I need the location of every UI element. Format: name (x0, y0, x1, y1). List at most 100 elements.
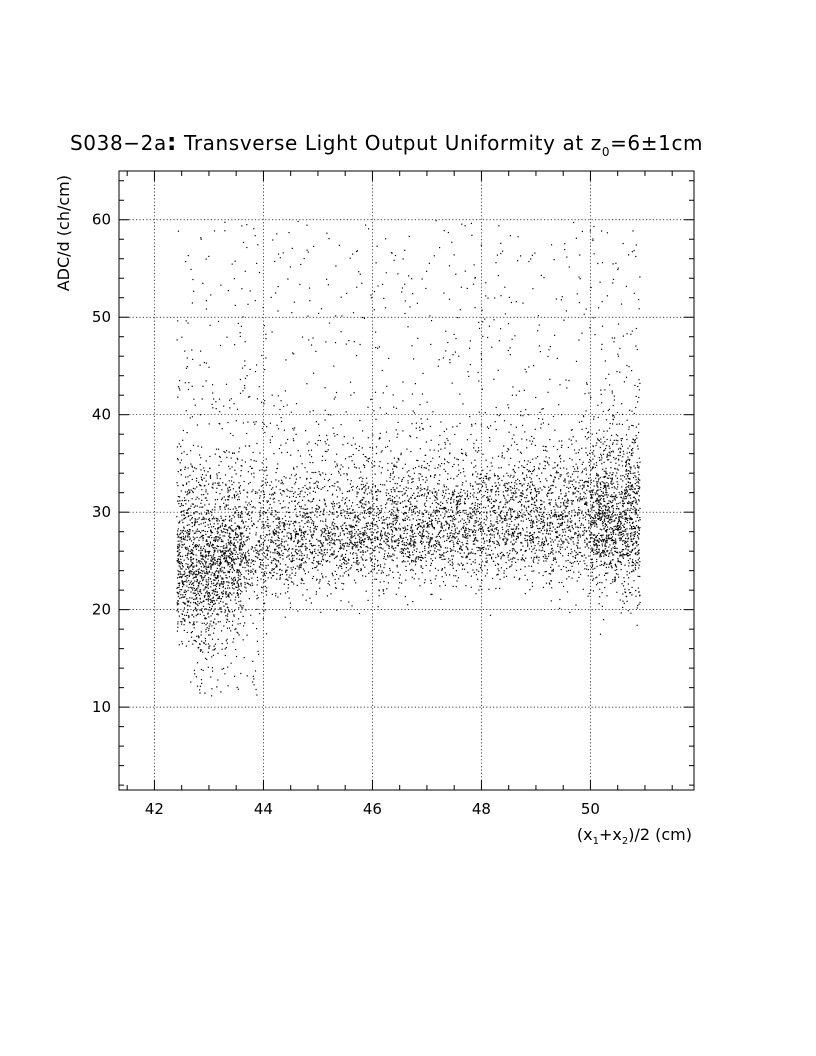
data-point (391, 529, 393, 532)
data-point (366, 559, 368, 561)
data-point (219, 560, 222, 562)
data-point (209, 550, 211, 553)
data-point (194, 640, 196, 642)
data-point (339, 565, 341, 567)
data-point (195, 519, 197, 521)
data-point (237, 570, 239, 572)
data-point (226, 577, 228, 579)
data-point (517, 559, 519, 561)
data-point (602, 487, 604, 489)
data-point (535, 556, 537, 558)
data-point (386, 588, 388, 590)
data-point (626, 546, 628, 548)
data-point (444, 547, 446, 549)
data-point (473, 571, 475, 574)
data-point (600, 484, 602, 486)
data-point (587, 510, 589, 512)
data-point (220, 600, 222, 602)
data-point (330, 502, 333, 505)
data-point (596, 544, 598, 546)
data-point (230, 582, 233, 584)
data-point (241, 367, 244, 369)
data-point (635, 395, 637, 397)
data-point (596, 484, 598, 486)
data-point (602, 539, 604, 541)
data-point (549, 533, 552, 535)
data-point (600, 534, 602, 536)
data-point (496, 574, 498, 576)
data-point (612, 451, 614, 453)
data-point (405, 529, 407, 531)
data-point (551, 512, 553, 514)
data-point (216, 545, 218, 547)
data-point (371, 552, 373, 554)
data-point (226, 615, 229, 617)
data-point (456, 511, 459, 513)
data-point (346, 517, 348, 519)
data-point (586, 543, 588, 545)
data-point (177, 554, 180, 556)
data-point (355, 545, 358, 547)
data-point (327, 532, 329, 534)
data-point (273, 501, 275, 503)
data-point (329, 527, 331, 529)
data-point (394, 497, 396, 499)
data-point (490, 529, 492, 531)
data-point (608, 451, 610, 453)
data-point (211, 601, 213, 603)
data-point (221, 577, 223, 579)
data-point (401, 548, 403, 550)
data-point (558, 516, 560, 518)
data-point (457, 500, 459, 502)
data-point (451, 558, 453, 560)
data-point (244, 581, 246, 584)
data-point (264, 512, 266, 514)
data-point (344, 563, 346, 565)
data-point (339, 559, 341, 561)
data-point (187, 493, 189, 495)
data-point (503, 555, 505, 557)
data-point (294, 551, 296, 553)
data-point (291, 490, 293, 493)
data-point (543, 501, 545, 503)
data-point (181, 452, 183, 454)
data-point (531, 519, 533, 521)
data-point (222, 596, 224, 598)
data-point (200, 668, 202, 671)
data-point (552, 467, 554, 469)
data-point (408, 470, 410, 472)
data-point (177, 459, 179, 461)
data-point (386, 544, 388, 546)
data-point (337, 527, 339, 529)
data-point (630, 592, 632, 594)
data-point (373, 568, 376, 570)
data-point (365, 504, 367, 506)
data-point (589, 537, 592, 539)
data-point (612, 510, 614, 512)
data-point (203, 545, 205, 547)
data-point (633, 542, 635, 544)
data-point (604, 545, 606, 547)
data-point (522, 545, 524, 547)
data-point (285, 571, 287, 573)
data-point (603, 550, 605, 552)
data-point (339, 532, 341, 534)
data-point (355, 546, 357, 548)
data-point (381, 508, 383, 510)
data-point (581, 510, 583, 512)
data-point (624, 528, 626, 530)
data-point (354, 443, 356, 445)
data-point (177, 558, 179, 560)
data-point (436, 494, 438, 496)
data-point (596, 558, 598, 561)
data-point (546, 495, 548, 497)
data-point (309, 492, 311, 494)
data-point (267, 500, 270, 502)
data-point (542, 467, 545, 470)
data-point (506, 490, 508, 492)
data-point (418, 465, 420, 467)
data-point (632, 472, 634, 474)
data-point (328, 541, 331, 543)
data-point (312, 534, 314, 536)
data-point (194, 488, 196, 490)
